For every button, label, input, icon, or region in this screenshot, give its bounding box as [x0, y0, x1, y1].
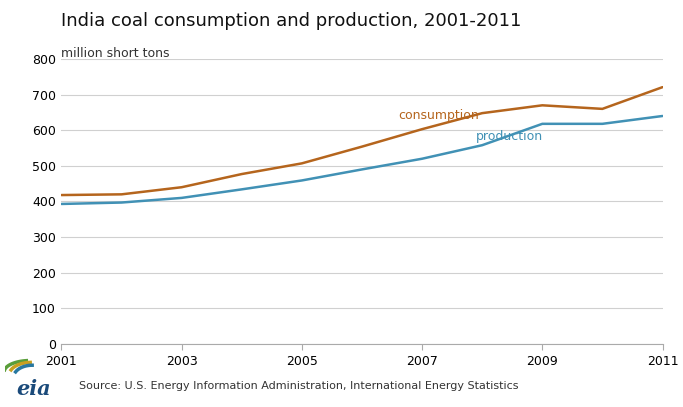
Text: Source: U.S. Energy Information Administration, International Energy Statistics: Source: U.S. Energy Information Administ…: [79, 381, 518, 391]
Text: consumption: consumption: [398, 109, 479, 123]
Text: million short tons: million short tons: [61, 47, 170, 60]
Text: production: production: [476, 130, 543, 143]
Text: India coal consumption and production, 2001-2011: India coal consumption and production, 2…: [61, 12, 522, 30]
Text: eia: eia: [16, 379, 51, 399]
